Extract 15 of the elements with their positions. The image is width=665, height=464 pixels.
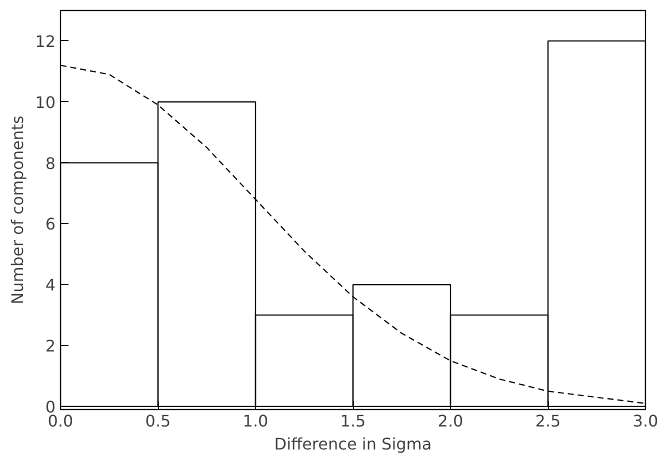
x-tick-label: 2.5: [535, 412, 561, 430]
y-tick-label: 8: [45, 154, 56, 173]
x-tick-label: 1.0: [242, 412, 268, 430]
y-tick-label: 4: [45, 276, 56, 295]
y-tick-label: 2: [45, 336, 56, 356]
y-tick-label: 12: [35, 32, 56, 51]
x-tick-label: 2.0: [438, 412, 464, 430]
x-axis-title: Difference in Sigma: [274, 434, 432, 454]
y-tick-label: 6: [45, 214, 56, 234]
y-tick-label: 10: [35, 92, 56, 112]
x-tick-label: 0.5: [145, 412, 171, 430]
x-tick-label: 0.0: [48, 412, 74, 430]
x-tick-label: 3.0: [632, 412, 658, 430]
y-axis-title: Number of components: [8, 116, 28, 304]
x-tick-label: 1.5: [340, 412, 366, 430]
